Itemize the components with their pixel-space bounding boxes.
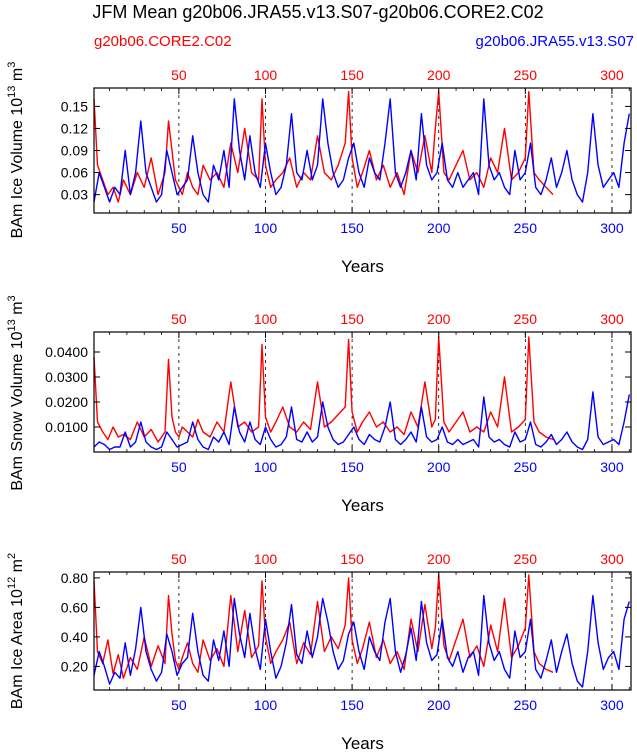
x-tick-label-bottom: 200 xyxy=(427,459,451,475)
series-core2-line xyxy=(93,90,554,203)
plot-frame xyxy=(93,331,632,453)
x-tick-label-top: 200 xyxy=(427,67,451,83)
plot-frame xyxy=(93,87,632,214)
y-axis-label: BAm Ice Volume 1013 m3 xyxy=(6,62,26,239)
series-core2-line xyxy=(93,574,554,679)
x-tick-label-top: 150 xyxy=(340,311,364,327)
y-axis-label: BAm Snow Volume 1013 m3 xyxy=(6,295,26,490)
y-axis-label: BAm Ice Area 1012 m2 xyxy=(6,553,26,709)
x-tick-label-bottom: 50 xyxy=(171,220,187,236)
y-tick-label: 0.15 xyxy=(61,98,88,114)
main-title: JFM Mean g20b06.JRA55.v13.S07-g20b06.COR… xyxy=(92,2,543,22)
series-jra55-line xyxy=(93,391,630,451)
x-tick-label-bottom: 150 xyxy=(340,220,364,236)
x-tick-label-top: 150 xyxy=(340,67,364,83)
x-tick-label-bottom: 100 xyxy=(254,459,278,475)
y-tick-label: 0.12 xyxy=(61,120,88,136)
x-axis-label: Years xyxy=(341,734,384,753)
x-tick-label-top: 100 xyxy=(254,551,278,567)
y-tick-label: 0.09 xyxy=(61,143,88,159)
y-tick-label: 0.06 xyxy=(61,165,88,181)
x-tick-label-bottom: 100 xyxy=(254,220,278,236)
x-tick-label-top: 300 xyxy=(600,551,624,567)
y-tick-label: 0.80 xyxy=(61,570,88,586)
x-tick-label-top: 100 xyxy=(254,311,278,327)
x-tick-label-bottom: 250 xyxy=(514,697,538,713)
x-tick-label-top: 250 xyxy=(514,67,538,83)
y-tick-label: 0.20 xyxy=(61,658,88,674)
x-tick-label-top: 200 xyxy=(427,311,451,327)
x-tick-label-bottom: 250 xyxy=(514,459,538,475)
x-tick-label-top: 100 xyxy=(254,67,278,83)
x-tick-label-bottom: 50 xyxy=(171,697,187,713)
legend-core2: g20b06.CORE2.C02 xyxy=(94,33,232,50)
series-core2-line xyxy=(93,336,554,443)
y-tick-label: 0.0400 xyxy=(45,344,88,360)
x-tick-label-top: 200 xyxy=(427,551,451,567)
x-tick-label-top: 300 xyxy=(600,67,624,83)
x-tick-label-bottom: 50 xyxy=(171,459,187,475)
y-tick-label: 0.60 xyxy=(61,599,88,615)
x-tick-label-bottom: 300 xyxy=(600,459,624,475)
x-tick-label-top: 250 xyxy=(514,551,538,567)
chart-panels: 0.03 0.06 0.09 0.12 0.15 50 50 100 100 150 150 200 2… xyxy=(6,62,632,753)
y-tick-label: 0.03 xyxy=(61,187,88,203)
y-tick-label: 0.0200 xyxy=(45,394,88,410)
x-tick-label-top: 50 xyxy=(171,311,187,327)
x-tick-label-top: 50 xyxy=(171,67,187,83)
x-tick-label-bottom: 250 xyxy=(514,220,538,236)
y-tick-label: 0.0300 xyxy=(45,369,88,385)
x-tick-label-bottom: 300 xyxy=(600,220,624,236)
x-tick-label-bottom: 200 xyxy=(427,220,451,236)
x-tick-label-top: 300 xyxy=(600,311,624,327)
series-jra55-line xyxy=(93,98,630,203)
x-axis-label: Years xyxy=(341,496,384,515)
x-tick-label-top: 150 xyxy=(340,551,364,567)
x-tick-label-bottom: 100 xyxy=(254,697,278,713)
x-axis-label: Years xyxy=(341,257,384,276)
x-tick-label-bottom: 150 xyxy=(340,459,364,475)
x-tick-label-bottom: 300 xyxy=(600,697,624,713)
panel-1: 0.03 0.06 0.09 0.12 0.15 50 50 100 100 150 150 200 2… xyxy=(6,62,632,276)
x-tick-label-top: 250 xyxy=(514,311,538,327)
y-tick-label: 0.0100 xyxy=(45,419,88,435)
x-tick-label-bottom: 150 xyxy=(340,697,364,713)
x-tick-label-top: 50 xyxy=(171,551,187,567)
panel-3: 0.20 0.40 0.60 0.80 50 50 100 100 150 150 200 200 25… xyxy=(6,551,632,753)
series-jra55-line xyxy=(93,594,630,688)
plot-frame xyxy=(93,571,632,691)
legend-jra55: g20b06.JRA55.v13.S07 xyxy=(476,33,634,50)
x-tick-label-bottom: 200 xyxy=(427,697,451,713)
y-tick-label: 0.40 xyxy=(61,629,88,645)
panel-2: 0.0100 0.0200 0.0300 0.0400 50 50 100 100 150 150… xyxy=(6,295,632,515)
